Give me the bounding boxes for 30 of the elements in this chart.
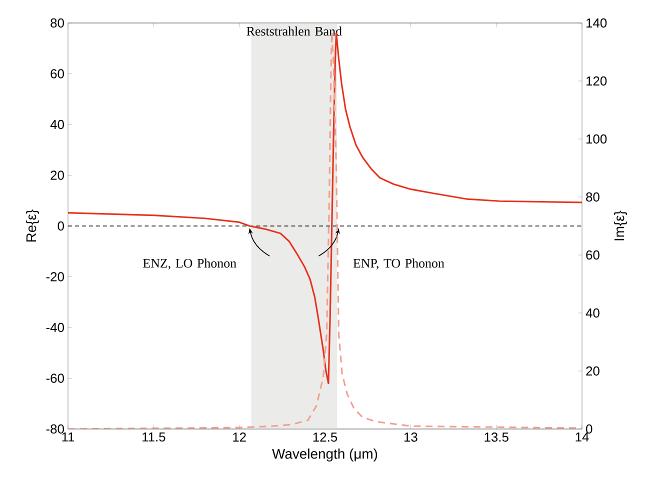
y2-tick-label: 40 bbox=[586, 308, 600, 318]
y-tick-label: 20 bbox=[50, 170, 64, 180]
x-axis-title: Wavelength (μm) bbox=[272, 448, 378, 462]
y2-tick-label: 60 bbox=[586, 250, 600, 260]
y-tick-label: -40 bbox=[46, 322, 64, 332]
band-label: Reststrahlen Band bbox=[246, 26, 342, 36]
x-tick-label: 14 bbox=[576, 432, 589, 442]
y2-tick-label: 140 bbox=[586, 18, 607, 28]
y-tick-label: 60 bbox=[50, 69, 64, 78]
x-tick-label: 13 bbox=[404, 432, 418, 442]
x-tick-label: 12.5 bbox=[313, 432, 338, 442]
y2-tick-label: 80 bbox=[586, 192, 600, 202]
y2-tick-label: 120 bbox=[586, 76, 607, 86]
y2-axis-title: Im{ε} bbox=[614, 210, 627, 240]
x-tick-label: 12 bbox=[233, 432, 246, 442]
y-tick-label: -60 bbox=[46, 374, 64, 383]
y2-tick-label: 20 bbox=[586, 366, 600, 376]
x-tick-label: 11 bbox=[62, 432, 74, 442]
y-axis-title: Re{ε} bbox=[26, 210, 39, 242]
x-tick-label: 13.5 bbox=[484, 432, 508, 442]
y-tick-label: -20 bbox=[46, 272, 64, 282]
annotation: ENP, TO Phonon bbox=[353, 258, 444, 270]
x-tick-label: 11.5 bbox=[142, 432, 166, 442]
y2-tick-label: 0 bbox=[586, 424, 592, 434]
y-tick-label: 0 bbox=[58, 221, 64, 231]
y-tick-label: 40 bbox=[50, 120, 64, 130]
y-tick-label: -80 bbox=[46, 424, 64, 434]
y2-tick-label: 100 bbox=[586, 134, 607, 144]
y-tick-label: 80 bbox=[50, 18, 64, 28]
annotation: ENZ, LO Phonon bbox=[143, 258, 236, 270]
